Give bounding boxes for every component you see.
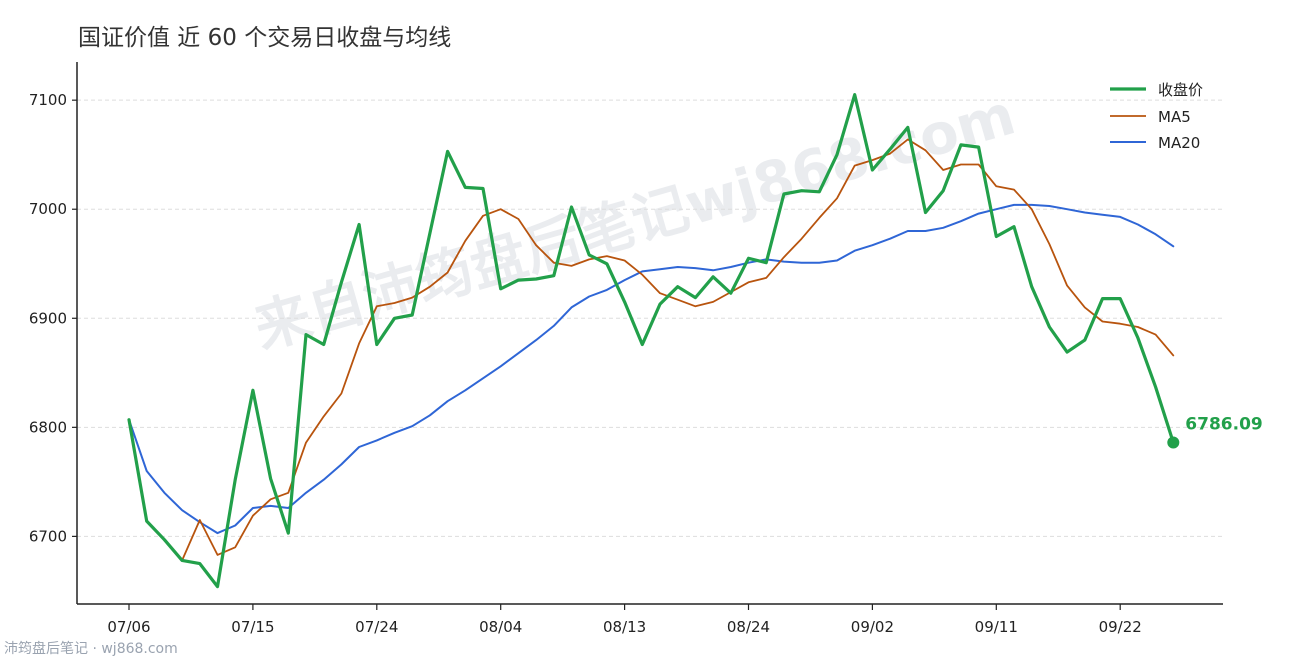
x-tick-label: 07/24 [355, 618, 398, 636]
chart-title: 国证价值 近 60 个交易日收盘与均线 [78, 25, 452, 51]
last-close-marker [1167, 436, 1180, 449]
y-tick-label: 6900 [29, 309, 67, 327]
y-tick-label: 6800 [29, 418, 67, 436]
x-axis-ticks: 07/06 07/15 07/24 08/04 08/13 08/24 09/02 09/11… [107, 604, 1142, 636]
legend-label: MA20 [1158, 134, 1200, 152]
y-tick-label: 7100 [29, 91, 67, 109]
x-tick-label: 09/11 [975, 618, 1018, 636]
series-line-close [127, 93, 1175, 589]
x-tick-label: 09/02 [851, 618, 894, 636]
x-tick-label: 07/15 [231, 618, 274, 636]
x-tick-label: 08/24 [727, 618, 770, 636]
series-line-ma20 [128, 203, 1175, 535]
x-tick-label: 09/22 [1099, 618, 1142, 636]
legend: 收盘价 MA5 MA20 [1110, 81, 1203, 152]
y-axis-ticks: 6700 6800 6900 7000 7100 [29, 91, 77, 545]
legend-label: MA5 [1158, 108, 1191, 126]
x-tick-label: 08/13 [603, 618, 646, 636]
footer-credit: 沛筠盘后笔记 · wj868.com [4, 641, 178, 657]
series-line-ma5 [128, 138, 1175, 562]
series-layer: 6786.09 [127, 93, 1263, 589]
legend-label: 收盘价 [1158, 81, 1203, 99]
x-tick-label: 07/06 [107, 618, 150, 636]
watermark: 来自沛筠盘后笔记wj868.com [248, 82, 1023, 361]
x-tick-label: 08/04 [479, 618, 522, 636]
y-tick-label: 7000 [29, 200, 67, 218]
grid-lines [77, 99, 1223, 537]
y-tick-label: 6700 [29, 527, 67, 545]
axes [76, 62, 1223, 605]
last-close-label: 6786.09 [1185, 415, 1262, 435]
